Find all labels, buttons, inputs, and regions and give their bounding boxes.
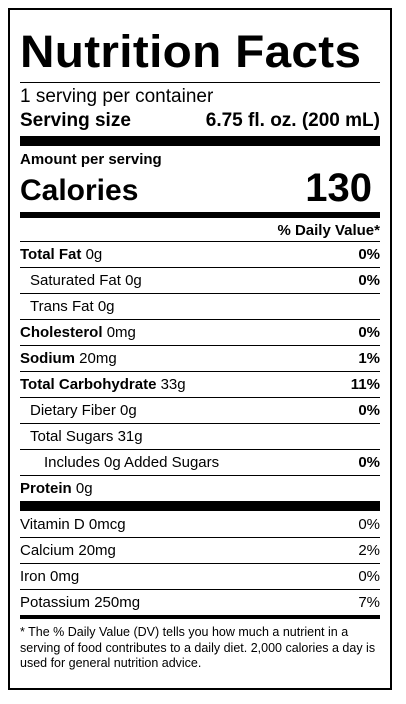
- nutrient-row-added-sugars: Includes 0g Added Sugars 0%: [20, 449, 380, 475]
- vitamin-amount: 250mg: [94, 594, 141, 611]
- daily-value-header: % Daily Value*: [277, 222, 380, 239]
- nutrient-dv: 0%: [358, 402, 380, 419]
- vitamin-row-vitamin-d: Vitamin D 0mcg 0%: [20, 511, 380, 537]
- nutrient-name: Protein: [20, 480, 72, 497]
- vitamin-row-potassium: Potassium 250mg 7%: [20, 589, 380, 615]
- calories-value: 130: [305, 166, 372, 210]
- vitamin-amount: 0mcg: [88, 515, 126, 533]
- nutrient-row-cholesterol: Cholesterol 0mg 0%: [20, 319, 380, 345]
- nutrient-row-saturated-fat: Saturated Fat 0g 0%: [20, 267, 380, 293]
- nutrient-row-protein: Protein 0g: [20, 475, 380, 501]
- thick-divider: [20, 136, 380, 146]
- nutrient-amount: 31g: [117, 428, 143, 445]
- serving-size-value: 6.75 fl. oz. (200 mL): [205, 110, 380, 131]
- nutrient-dv: 0%: [358, 246, 380, 263]
- vitamin-name: Iron: [20, 568, 46, 585]
- nutrient-row-dietary-fiber: Dietary Fiber 0g 0%: [20, 397, 380, 423]
- vitamin-row-iron: Iron 0mg 0%: [20, 563, 380, 589]
- nutrient-name: Total Sugars: [30, 428, 114, 445]
- title-rule: [20, 82, 380, 83]
- vitamin-row-calcium: Calcium 20mg 2%: [20, 537, 380, 563]
- nutrient-row-total-carbohydrate: Total Carbohydrate 33g 11%: [20, 371, 380, 397]
- nutrient-row-sodium: Sodium 20mg 1%: [20, 345, 380, 371]
- calories-row: Calories 130: [20, 168, 380, 208]
- nutrient-amount: 0g: [125, 272, 142, 289]
- nutrient-name: Total Carbohydrate: [20, 376, 157, 393]
- nutrition-label: Nutrition Facts 1 serving per container …: [8, 8, 392, 690]
- nutrient-name: Includes 0g Added Sugars: [44, 454, 220, 471]
- serving-size: Serving size 6.75 fl. oz. (200 mL): [20, 109, 380, 133]
- nutrient-name: Total Fat: [20, 246, 82, 263]
- nutrient-amount: 0g: [120, 402, 137, 419]
- nutrient-amount: 0g: [85, 246, 103, 263]
- vitamin-name: Calcium: [20, 542, 75, 559]
- vitamin-dv: 0%: [358, 568, 380, 585]
- nutrient-name: Trans Fat: [30, 298, 94, 315]
- nutrient-row-total-sugars: Total Sugars 31g: [20, 423, 380, 449]
- nutrient-amount: 0mg: [106, 324, 136, 341]
- nutrient-name: Saturated Fat: [30, 272, 121, 289]
- nutrient-name: Sodium: [20, 350, 75, 367]
- serving-size-label: Serving size: [20, 110, 131, 131]
- nutrient-dv: 1%: [358, 350, 380, 367]
- vitamin-dv: 7%: [358, 594, 380, 611]
- vitamin-dv: 2%: [358, 542, 380, 559]
- nutrient-amount: 0g: [97, 298, 115, 315]
- servings-per-container: 1 serving per container: [20, 86, 214, 107]
- vitamin-amount: 20mg: [78, 542, 116, 559]
- nutrient-dv: 0%: [358, 324, 380, 341]
- nutrient-amount: 20mg: [79, 350, 117, 367]
- medium-divider: [20, 212, 380, 218]
- nutrient-row-total-fat: Total Fat 0g 0%: [20, 241, 380, 267]
- footnote: * The % Daily Value (DV) tells you how m…: [20, 615, 380, 672]
- vitamin-dv: 0%: [358, 515, 380, 533]
- nutrient-name: Cholesterol: [20, 324, 103, 341]
- nutrient-amount: 0g: [75, 480, 93, 497]
- vitamin-name: Potassium: [20, 594, 91, 611]
- vitamin-divider: [20, 501, 380, 511]
- calories-label: Calories: [20, 174, 139, 207]
- nutrient-dv: 11%: [350, 376, 380, 393]
- label-title: Nutrition Facts: [20, 26, 362, 77]
- label-content: Nutrition Facts 1 serving per container …: [20, 10, 380, 688]
- nutrient-amount: 33g: [160, 376, 186, 393]
- nutrient-dv: 0%: [358, 272, 380, 289]
- amount-per-serving: Amount per serving: [20, 151, 162, 168]
- nutrient-name: Dietary Fiber: [30, 402, 116, 419]
- vitamin-name: Vitamin D: [20, 515, 85, 533]
- vitamin-amount: 0mg: [50, 568, 80, 585]
- nutrient-row-trans-fat: Trans Fat 0g: [20, 293, 380, 319]
- nutrient-dv: 0%: [358, 454, 380, 471]
